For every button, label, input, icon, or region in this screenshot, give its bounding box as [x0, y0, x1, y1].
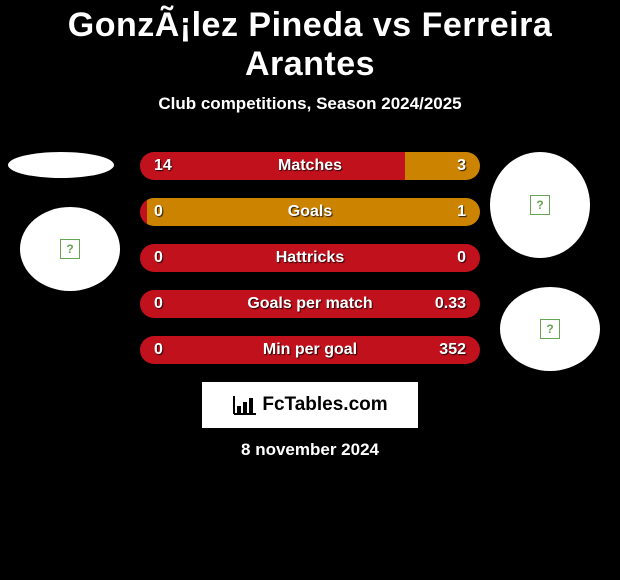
- page-subtitle: Club competitions, Season 2024/2025: [0, 94, 620, 114]
- player-left-club-ellipse: [8, 152, 114, 178]
- stat-label: Min per goal: [140, 336, 480, 364]
- placeholder-icon: ?: [515, 180, 565, 230]
- stat-row: 0Min per goal352: [140, 336, 480, 364]
- stat-value-right: 352: [439, 336, 466, 364]
- stat-value-right: 3: [457, 152, 466, 180]
- stat-label: Matches: [140, 152, 480, 180]
- image-missing-icon: ?: [60, 239, 80, 259]
- chart-area: ? ? ? 14Matches30Goals10Hattricks00Goals…: [0, 134, 620, 494]
- stat-bars: 14Matches30Goals10Hattricks00Goals per m…: [140, 152, 480, 382]
- stat-row: 0Goals per match0.33: [140, 290, 480, 318]
- stat-value-right: 0.33: [435, 290, 466, 318]
- stat-row: 14Matches3: [140, 152, 480, 180]
- stat-label: Goals: [140, 198, 480, 226]
- image-missing-icon: ?: [540, 319, 560, 339]
- player-right-avatar: ?: [490, 152, 590, 258]
- page-title: GonzÃ¡lez Pineda vs Ferreira Arantes: [0, 0, 620, 84]
- placeholder-icon: ?: [525, 304, 575, 354]
- brand-box: FcTables.com: [202, 382, 418, 428]
- stat-label: Hattricks: [140, 244, 480, 272]
- placeholder-icon: ?: [45, 224, 95, 274]
- date-text: 8 november 2024: [0, 440, 620, 460]
- stat-row: 0Hattricks0: [140, 244, 480, 272]
- stat-label: Goals per match: [140, 290, 480, 318]
- player-left-avatar: ?: [20, 207, 120, 291]
- stat-value-right: 1: [457, 198, 466, 226]
- image-missing-icon: ?: [530, 195, 550, 215]
- stat-value-right: 0: [457, 244, 466, 272]
- brand-text: FcTables.com: [262, 394, 387, 416]
- stat-row: 0Goals1: [140, 198, 480, 226]
- player-right-club-ellipse: ?: [500, 287, 600, 371]
- brand-chart-icon: [232, 394, 258, 416]
